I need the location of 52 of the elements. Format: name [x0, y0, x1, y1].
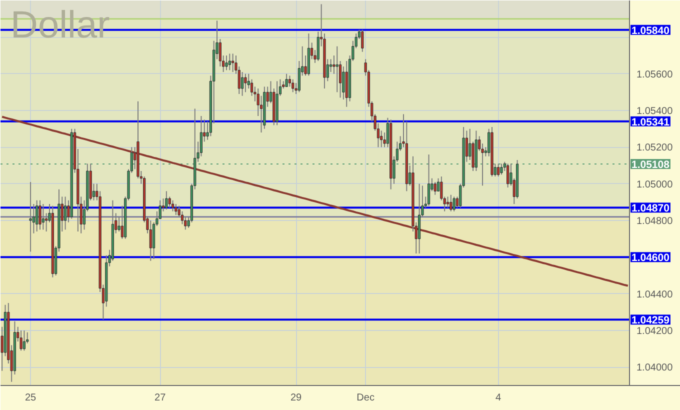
x-tick-label: 25: [24, 392, 37, 404]
x-tick-label: 29: [290, 392, 302, 404]
candlestick: [232, 53, 234, 72]
candlestick: [42, 204, 44, 230]
candlestick: [434, 182, 436, 196]
candlestick: [446, 196, 450, 208]
y-tick-label: 1.05400: [636, 106, 674, 117]
x-tick-label: 4: [496, 392, 502, 404]
candlestick: [171, 200, 174, 212]
candlestick: [497, 163, 500, 177]
candlestick: [225, 55, 228, 71]
ref-line-label: 1.04600: [632, 252, 670, 264]
y-tick-label: 1.04400: [636, 289, 674, 300]
candlestick: [452, 196, 456, 212]
candlestick: [285, 73, 288, 88]
y-tick-label: 1.05600: [636, 69, 674, 80]
line-series: [1, 116, 629, 287]
candlestick: [332, 55, 336, 74]
candlestick: [149, 220, 152, 262]
candlestick: [168, 196, 171, 208]
ref-line-label: 1.04870: [632, 202, 670, 215]
candlestick: [500, 163, 503, 176]
y-tick-label: 1.05000: [636, 179, 674, 190]
candlestick: [241, 72, 244, 96]
y-tick-label: 1.04000: [636, 362, 674, 374]
candlestick: [506, 163, 510, 188]
x-tick-label: Dec: [356, 392, 374, 404]
candlestick: [165, 190, 168, 210]
candlestick: [418, 183, 421, 254]
candlestick: [427, 154, 430, 206]
x-tick-label: 27: [154, 392, 166, 404]
candlestick: [450, 194, 452, 212]
candlestick: [292, 78, 294, 93]
y-tick-label: 1.04200: [636, 326, 674, 337]
candlestick: [22, 330, 26, 352]
candlestick: [36, 200, 38, 232]
y-tick-label: 1.04800: [636, 216, 674, 227]
candlestick: [45, 212, 48, 232]
candlestick: [228, 53, 231, 71]
candlestick: [244, 73, 247, 93]
candlestick: [174, 204, 178, 216]
y-tick-label: 1.05200: [636, 142, 674, 154]
ref-line-label: 1.04259: [632, 314, 670, 327]
candlestick: [361, 29, 364, 52]
candlestick: [38, 200, 42, 230]
ref-line-label: 1.05840: [632, 24, 670, 37]
candlestick: [64, 196, 67, 230]
candlestick: [336, 46, 338, 93]
candlestick: [20, 330, 22, 352]
candlestick: [29, 182, 32, 252]
ref-line-label: 1.05341: [632, 116, 670, 128]
ref-line-label: 1.05108: [632, 159, 670, 172]
